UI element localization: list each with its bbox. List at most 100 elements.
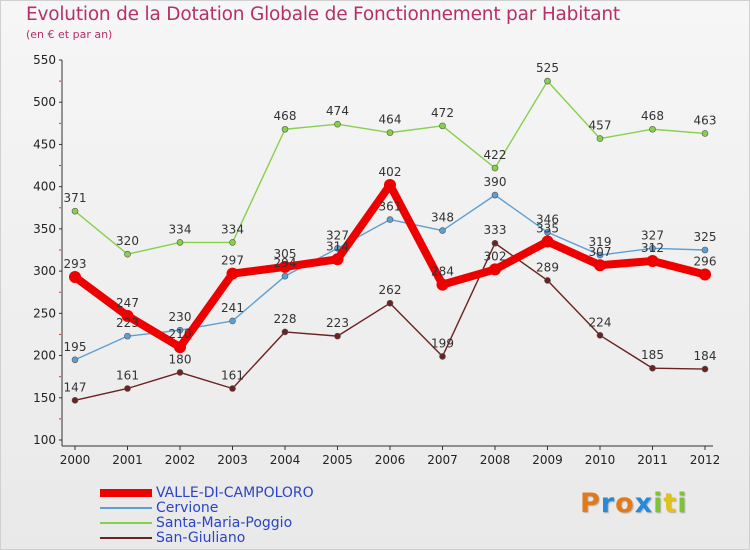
point-cervione-2010 — [596, 251, 604, 259]
data-label-cervione-2008: 390 — [484, 175, 507, 189]
legend-swatch-cervione — [100, 507, 152, 509]
point-san-giuliano-2000 — [71, 397, 79, 404]
data-label-san-giuliano-2004: 228 — [274, 312, 297, 326]
legend-label-san-giuliano: San-Giuliano — [156, 530, 246, 546]
data-label-santa-maria-poggio-2002: 334 — [169, 222, 192, 236]
x-tick-label-2000: 2000 — [60, 453, 91, 467]
point-san-giuliano-2007 — [439, 353, 446, 360]
x-tick-label-2011: 2011 — [637, 453, 668, 467]
point-valle-di-campoloro-2001 — [121, 309, 134, 322]
point-santa-maria-poggio-2008 — [491, 164, 499, 172]
data-label-valle-di-campoloro-2006: 402 — [379, 165, 402, 179]
point-santa-maria-poggio-2007 — [439, 122, 446, 130]
data-label-valle-di-campoloro-2008: 302 — [484, 249, 507, 263]
data-label-cervione-2010: 319 — [589, 235, 612, 249]
point-cervione-2007 — [439, 227, 446, 234]
data-label-santa-maria-poggio-2004: 468 — [274, 109, 297, 123]
point-san-giuliano-2004 — [281, 328, 289, 336]
point-santa-maria-poggio-2002 — [176, 239, 184, 246]
point-santa-maria-poggio-2012 — [701, 130, 709, 137]
legend-swatch-san-giuliano — [100, 537, 152, 539]
y-tick-label-200: 200 — [33, 349, 56, 363]
x-tick-label-2012: 2012 — [690, 453, 721, 467]
x-tick-label-2002: 2002 — [165, 453, 196, 467]
series-layer — [69, 77, 711, 404]
data-label-valle-di-campoloro-2011: 312 — [641, 241, 664, 255]
data-label-san-giuliano-2008: 333 — [484, 223, 507, 237]
data-label-valle-di-campoloro-2001: 247 — [116, 296, 139, 310]
x-tick-label-2004: 2004 — [270, 453, 301, 467]
logo-letter: t — [663, 488, 678, 519]
data-label-valle-di-campoloro-2004: 305 — [274, 247, 297, 261]
x-tick-label-2008: 2008 — [480, 453, 511, 467]
data-label-cervione-2011: 327 — [641, 228, 664, 242]
point-cervione-2008 — [491, 191, 499, 199]
data-label-san-giuliano-2012: 184 — [694, 349, 717, 363]
point-san-giuliano-2009 — [544, 277, 551, 284]
point-valle-di-campoloro-2007 — [436, 278, 449, 291]
point-valle-di-campoloro-2008 — [489, 263, 501, 276]
point-cervione-2012 — [701, 246, 709, 254]
point-cervione-2003 — [229, 317, 236, 325]
point-valle-di-campoloro-2012 — [699, 268, 711, 281]
point-san-giuliano-2008 — [491, 239, 499, 247]
point-cervione-2006 — [386, 216, 394, 223]
point-san-giuliano-2002 — [176, 369, 184, 376]
data-label-santa-maria-poggio-2005: 474 — [326, 104, 349, 118]
y-tick-label-500: 500 — [33, 95, 56, 109]
logo-letter: i — [653, 488, 664, 519]
point-valle-di-campoloro-2002 — [174, 341, 186, 354]
chart-title: Evolution de la Dotation Globale de Fonc… — [26, 4, 620, 25]
legend-label-cervione: Cervione — [156, 500, 219, 516]
data-label-cervione-2001: 223 — [116, 316, 139, 330]
data-label-san-giuliano-2005: 223 — [326, 316, 349, 330]
point-san-giuliano-2003 — [229, 385, 236, 392]
data-label-santa-maria-poggio-2010: 457 — [589, 119, 612, 133]
data-label-cervione-2006: 361 — [379, 200, 402, 214]
point-san-giuliano-2005 — [334, 332, 341, 340]
data-label-valle-di-campoloro-2007: 284 — [431, 265, 454, 279]
point-san-giuliano-2011 — [649, 364, 656, 372]
logo-letter: o — [615, 488, 635, 519]
point-santa-maria-poggio-2006 — [386, 129, 394, 136]
point-santa-maria-poggio-2009 — [544, 77, 551, 85]
point-santa-maria-poggio-2005 — [334, 120, 341, 128]
point-santa-maria-poggio-2001 — [124, 250, 131, 258]
point-san-giuliano-2001 — [124, 385, 131, 392]
x-tick-label-2005: 2005 — [322, 453, 353, 467]
axes: 100 150 200 250 300 350 400 450 500 550 2000 2001 20… — [33, 53, 720, 467]
y-tick-label-400: 400 — [33, 180, 56, 194]
data-label-san-giuliano-2011: 185 — [641, 348, 664, 362]
logo-letter: i — [677, 488, 688, 519]
data-label-cervione-2007: 348 — [431, 211, 454, 225]
logo-letter: P — [580, 488, 601, 519]
legend-label-valle-di-campoloro: VALLE-DI-CAMPOLORO — [156, 485, 314, 501]
data-label-san-giuliano-2001: 161 — [116, 368, 139, 382]
data-label-san-giuliano-2003: 161 — [221, 368, 244, 382]
y-tick-label-300: 300 — [33, 264, 56, 278]
point-valle-di-campoloro-2011 — [646, 254, 659, 267]
data-label-san-giuliano-2006: 262 — [379, 283, 402, 297]
data-label-santa-maria-poggio-2012: 463 — [694, 113, 717, 127]
point-valle-di-campoloro-2003 — [226, 267, 239, 280]
x-tick-label-2010: 2010 — [585, 453, 616, 467]
data-labels-layer: 371 320 334 334 468 474 464 472 422 525 457 468 463 1… — [64, 61, 717, 394]
chart-subtitle: (en € et par an) — [26, 28, 113, 41]
x-tick-label-2007: 2007 — [427, 453, 458, 467]
point-santa-maria-poggio-2003 — [229, 239, 236, 246]
data-label-valle-di-campoloro-2003: 297 — [221, 254, 244, 268]
y-tick-label-150: 150 — [33, 391, 56, 405]
y-tick-label-350: 350 — [33, 222, 56, 236]
data-label-santa-maria-poggio-2009: 525 — [536, 61, 559, 75]
data-label-valle-di-campoloro-2010: 307 — [589, 245, 612, 259]
data-label-san-giuliano-2000: 147 — [64, 380, 87, 394]
data-label-santa-maria-poggio-2006: 464 — [379, 113, 402, 127]
data-label-san-giuliano-2007: 199 — [431, 336, 454, 350]
proxiti-logo: Proxiti — [580, 488, 688, 519]
data-label-valle-di-campoloro-2009: 335 — [536, 222, 559, 236]
data-label-santa-maria-poggio-2011: 468 — [641, 109, 664, 123]
x-tick-label-2009: 2009 — [532, 453, 563, 467]
point-cervione-2002 — [176, 326, 184, 334]
data-label-santa-maria-poggio-2007: 472 — [431, 106, 454, 120]
